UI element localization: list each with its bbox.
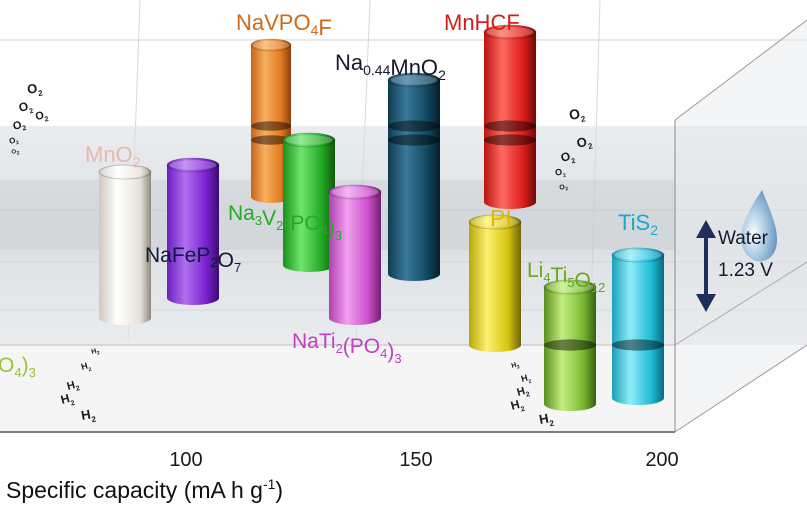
series-label: Li4Ti5O12 bbox=[527, 259, 605, 295]
gas-label: O2 bbox=[11, 148, 20, 158]
cylinder-cap-shine bbox=[331, 187, 379, 197]
cylinder-nati2po43 bbox=[328, 184, 382, 325]
cylinder-band-ring bbox=[544, 339, 596, 351]
gas-label: H2 bbox=[80, 360, 93, 375]
cylinder-body bbox=[99, 172, 151, 325]
cylinder-pi bbox=[468, 214, 522, 352]
cylinder-body bbox=[167, 165, 219, 305]
cylinder-cap bbox=[328, 184, 382, 200]
cylinder-body bbox=[484, 32, 536, 209]
water-voltage-label: 1.23 V bbox=[718, 260, 773, 281]
series-label: Na3V2(PO4)3 bbox=[228, 202, 342, 243]
cylinder-band-ring bbox=[484, 120, 536, 132]
series-label: MnO2 bbox=[85, 142, 141, 170]
cylinder-band-ring bbox=[251, 135, 291, 145]
cylinders bbox=[98, 24, 665, 411]
cylinder-cap-shine bbox=[614, 250, 662, 260]
cylinder-body bbox=[388, 80, 440, 281]
arrow-up-icon bbox=[696, 220, 716, 238]
gas-label: O2 bbox=[26, 80, 44, 100]
cylinder-band-ring bbox=[612, 339, 664, 351]
cylinder-body bbox=[329, 192, 381, 325]
series-label: NaTi2(PO4)3 bbox=[292, 330, 402, 366]
cylinder-cap bbox=[166, 157, 220, 173]
gas-label: H2 bbox=[509, 396, 526, 416]
x-axis: 100 150 200 bbox=[169, 449, 678, 471]
cylinder-body bbox=[544, 287, 596, 411]
gas-label: H2 bbox=[516, 384, 531, 401]
series-label: NaFeP2O7 bbox=[145, 244, 241, 275]
gas-label: O2 bbox=[12, 118, 28, 135]
bounding-box bbox=[674, 19, 807, 433]
cylinder-mnhcf bbox=[483, 24, 537, 209]
cylinder-cap bbox=[468, 214, 522, 230]
cylinder-mno2 bbox=[98, 164, 152, 325]
gas-label: O2 bbox=[554, 166, 567, 181]
cylinder-cap-shine bbox=[390, 75, 438, 85]
gas-label: O2 bbox=[559, 183, 569, 194]
cylinder-tis2 bbox=[611, 247, 665, 405]
cylinder-cap-shine bbox=[471, 217, 519, 227]
x-tick-label: 150 bbox=[399, 449, 432, 471]
gas-label: H2 bbox=[91, 347, 101, 358]
cylinder-na3v2po43 bbox=[282, 132, 336, 272]
cylinder-li4ti5o12 bbox=[543, 279, 597, 411]
gas-label: O2 bbox=[34, 109, 49, 125]
cylinder-cap bbox=[282, 132, 336, 148]
gas-label: H2 bbox=[511, 361, 521, 372]
water-label: Water bbox=[718, 228, 769, 249]
cylinder-cap bbox=[387, 72, 441, 88]
cylinder-cap-shine bbox=[546, 282, 594, 292]
gas-label: H2 bbox=[66, 378, 81, 395]
series-label: NaVPO4F bbox=[236, 10, 332, 40]
cylinder-cap-shine bbox=[486, 27, 534, 37]
cylinder-band-ring bbox=[484, 134, 536, 146]
cylinder-nafep2o7 bbox=[166, 157, 220, 305]
gas-label: O2 bbox=[568, 104, 587, 125]
cylinder-band-ring bbox=[388, 120, 440, 132]
water-window: Water 1.23 V bbox=[696, 190, 778, 312]
cylinder-cap bbox=[250, 38, 292, 52]
cylinder-cap bbox=[483, 24, 537, 40]
x-tick-label: 100 bbox=[169, 449, 202, 471]
cylinder-cap-shine bbox=[253, 40, 289, 50]
cylinder-body bbox=[469, 222, 521, 352]
cylinder-body bbox=[283, 140, 335, 272]
cylinder-na044mno2 bbox=[387, 72, 441, 281]
gas-label: O2 bbox=[17, 98, 34, 118]
gas-label: H2 bbox=[59, 390, 76, 410]
gas-label: H2 bbox=[520, 372, 533, 387]
series-label: MnHCF bbox=[444, 10, 520, 35]
series-label: TiS2 bbox=[618, 210, 658, 238]
cylinder-band-ring bbox=[251, 121, 291, 131]
gas-label: O2 bbox=[8, 135, 20, 148]
cylinder-cap bbox=[98, 164, 152, 180]
cylinder-band-ring bbox=[388, 134, 440, 146]
x-axis-title: Specific capacity (mA h g-1) bbox=[6, 476, 283, 503]
cylinder-cap-shine bbox=[285, 135, 333, 145]
gas-label: O2 bbox=[559, 148, 576, 168]
gas-label: H2 bbox=[538, 410, 555, 430]
cylinder-cap bbox=[611, 247, 665, 263]
series-labels: MnO2 NaFeP2O7 NaVPO4F Na3V2(PO4)3 NaTi2(PO4)… bbox=[0, 10, 658, 380]
cylinder-body bbox=[251, 45, 291, 203]
series-label: Na0.44MnO2 bbox=[335, 50, 446, 83]
cylinder-body bbox=[612, 255, 664, 405]
x-tick-label: 200 bbox=[645, 449, 678, 471]
cylinder-navpo4f bbox=[250, 38, 292, 203]
cylinder-cap-shine bbox=[169, 160, 217, 170]
cylinder-cap bbox=[543, 279, 597, 295]
partial-series-label: O4)3 bbox=[0, 354, 36, 380]
water-drop-icon bbox=[741, 190, 778, 262]
gas-label: O2 bbox=[575, 132, 594, 153]
series-label: PI bbox=[490, 205, 512, 231]
gas-label: H2 bbox=[80, 406, 97, 426]
cylinder-cap-shine bbox=[101, 167, 149, 177]
arrow-down-icon bbox=[696, 294, 716, 312]
